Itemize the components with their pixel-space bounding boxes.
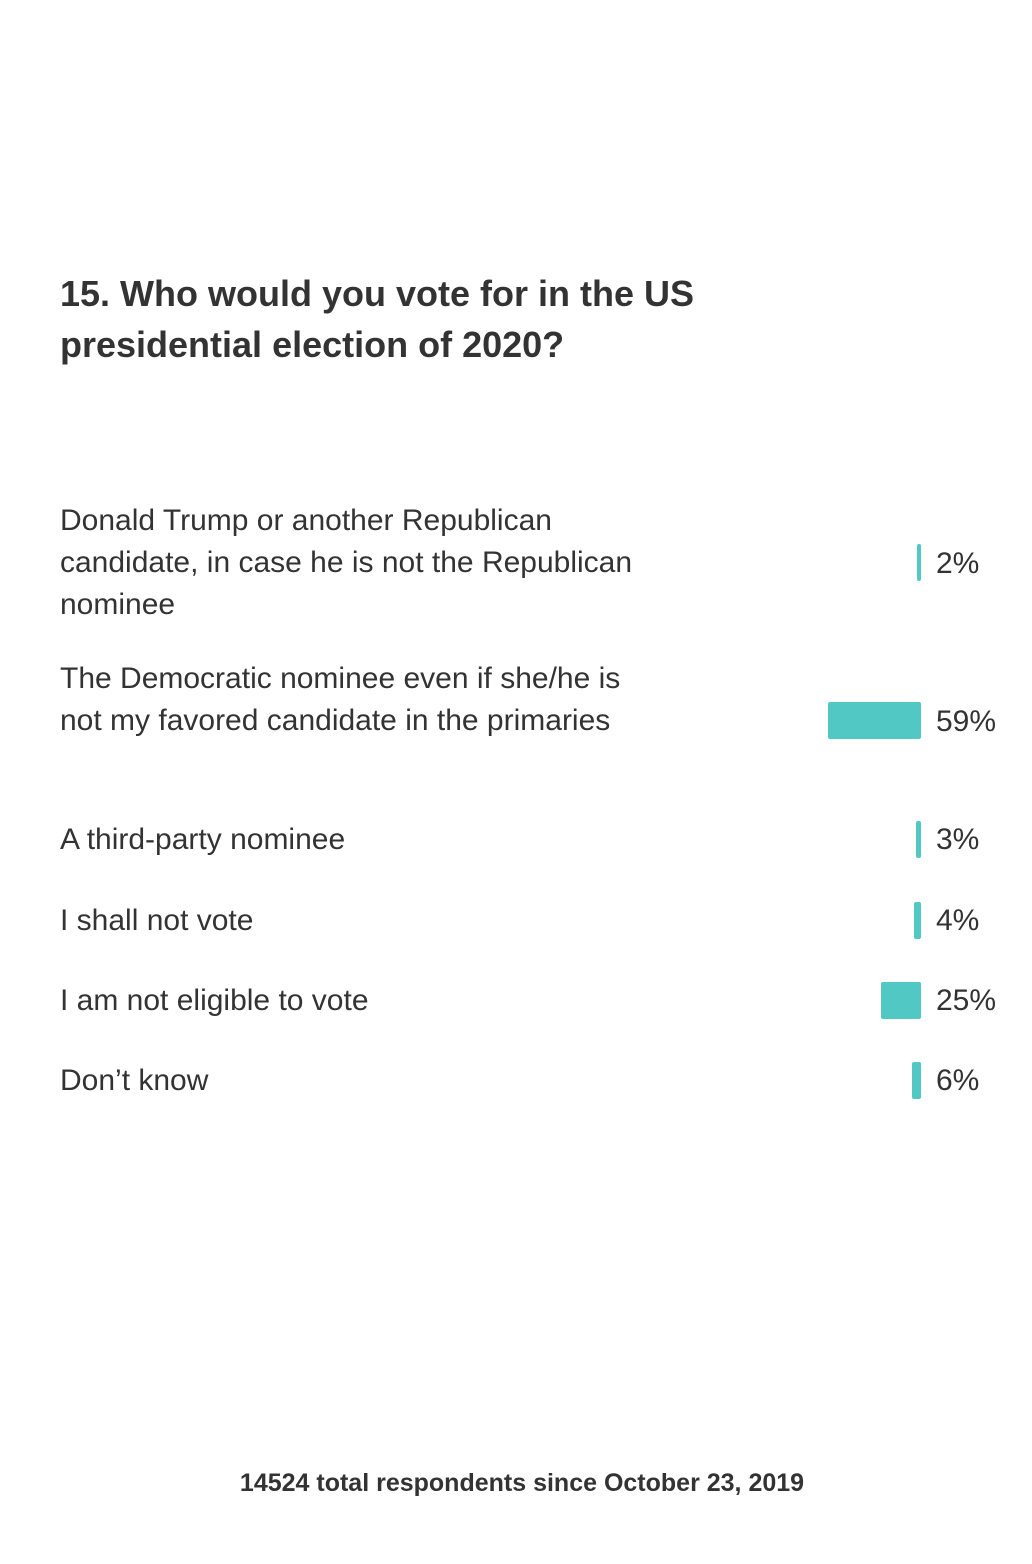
- answer-bar: [914, 902, 921, 939]
- respondents-footer: 14524 total respondents since October 23…: [239, 1469, 805, 1497]
- answer-percentage: 3%: [936, 823, 980, 856]
- answer-percentage: 59%: [936, 705, 997, 738]
- answer-label: I shall not vote: [60, 904, 254, 937]
- answer-label: The Democratic nominee even if she/he is…: [60, 662, 621, 737]
- answer-label: A third-party nominee: [60, 823, 346, 856]
- answer-list: Donald Trump or another Republican candi…: [60, 504, 997, 1099]
- answer-percentage: 6%: [936, 1064, 980, 1097]
- answer-label: I am not eligible to vote: [60, 984, 369, 1017]
- answer-bar: [917, 544, 921, 581]
- answer-percentage: 4%: [936, 904, 980, 937]
- question-title: 15. Who would you vote for in the US pre…: [60, 273, 695, 365]
- answer-bar: [881, 982, 921, 1019]
- answer-bar: [916, 821, 921, 858]
- answer-label: Don’t know: [60, 1064, 209, 1097]
- answer-bar: [828, 702, 921, 739]
- answer-percentage: 25%: [936, 984, 997, 1017]
- answer-percentage: 2%: [936, 547, 980, 580]
- answer-bar: [912, 1062, 921, 1099]
- answer-label: Donald Trump or another Republican candi…: [60, 504, 633, 621]
